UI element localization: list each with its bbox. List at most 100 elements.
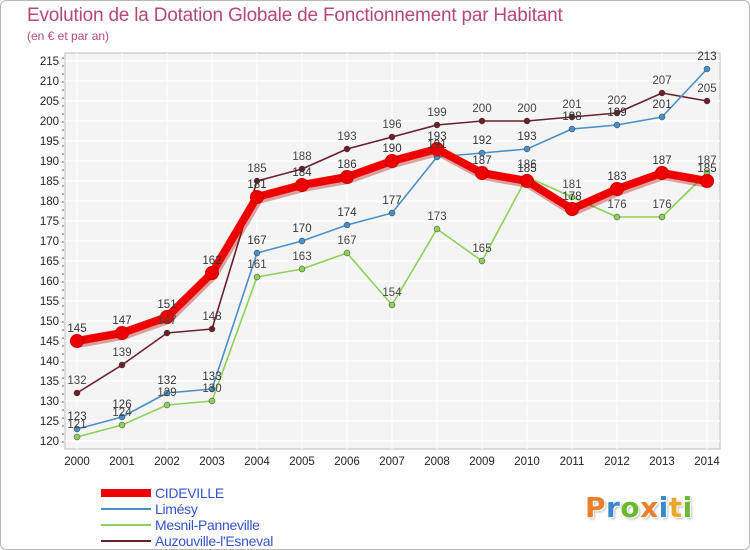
x-tick-label: 2005 xyxy=(289,456,315,468)
data-label-lim-sy: 199 xyxy=(607,107,626,119)
x-tick-label: 2003 xyxy=(199,456,225,468)
data-label-lim-sy: 201 xyxy=(652,99,671,111)
data-point-auzouville-l-esneval xyxy=(253,177,261,185)
proxiti-logo: Proxiti xyxy=(585,491,693,524)
y-tick-label: 130 xyxy=(40,396,59,408)
data-point-auzouville-l-esneval xyxy=(388,133,396,141)
data-label-mesnil-panneville: 167 xyxy=(337,235,356,247)
data-label-cideville: 190 xyxy=(382,143,401,155)
chart-subtitle: (en € et par an) xyxy=(27,29,110,43)
data-point-lim-sy xyxy=(298,237,306,245)
data-point-cideville xyxy=(160,310,174,324)
legend-label-auzouville-l-esneval: Auzouville-l'Esneval xyxy=(155,533,274,549)
data-label-auzouville-l-esneval: 132 xyxy=(67,375,86,387)
legend-swatch-auzouville-l-esneval xyxy=(101,540,151,542)
data-point-mesnil-panneville xyxy=(163,401,171,409)
data-label-mesnil-panneville: 129 xyxy=(157,387,176,399)
data-point-cideville xyxy=(385,154,399,168)
data-label-lim-sy: 192 xyxy=(472,135,491,147)
x-tick-label: 2008 xyxy=(424,456,450,468)
y-tick-label: 170 xyxy=(40,236,59,248)
data-label-mesnil-panneville: 187 xyxy=(697,155,716,167)
y-tick-label: 185 xyxy=(40,176,59,188)
data-label-mesnil-panneville: 165 xyxy=(472,243,491,255)
data-label-mesnil-panneville: 121 xyxy=(67,419,86,431)
logo-letter: i xyxy=(658,491,669,524)
data-label-auzouville-l-esneval: 185 xyxy=(247,163,266,175)
data-point-lim-sy xyxy=(523,145,531,153)
y-tick-label: 165 xyxy=(40,256,59,268)
data-point-cideville xyxy=(520,174,534,188)
data-point-lim-sy xyxy=(253,249,261,257)
y-tick-label: 195 xyxy=(40,136,59,148)
data-label-auzouville-l-esneval: 200 xyxy=(517,103,536,115)
data-label-mesnil-panneville: 154 xyxy=(382,287,402,299)
data-label-cideville: 151 xyxy=(157,299,176,311)
data-label-cideville: 193 xyxy=(427,131,446,143)
x-tick-label: 2007 xyxy=(379,456,405,468)
data-label-cideville: 187 xyxy=(472,155,491,167)
data-point-mesnil-panneville xyxy=(343,249,351,257)
y-tick-label: 210 xyxy=(40,76,59,88)
data-label-auzouville-l-esneval: 139 xyxy=(112,347,131,359)
data-point-lim-sy xyxy=(478,149,486,157)
data-label-mesnil-panneville: 176 xyxy=(607,199,626,211)
y-tick-label: 120 xyxy=(40,436,59,448)
data-label-auzouville-l-esneval: 202 xyxy=(607,95,626,107)
data-label-mesnil-panneville: 161 xyxy=(247,259,266,271)
data-point-lim-sy xyxy=(208,385,216,393)
data-label-auzouville-l-esneval: 147 xyxy=(157,315,176,327)
legend-label-mesnil-panneville: Mesnil-Panneville xyxy=(155,517,260,533)
x-tick-label: 2000 xyxy=(64,456,90,468)
data-point-cideville xyxy=(340,170,354,184)
data-label-cideville: 147 xyxy=(112,315,131,327)
data-point-mesnil-panneville xyxy=(388,301,396,309)
data-point-mesnil-panneville xyxy=(208,397,216,405)
logo-letter: x xyxy=(640,491,659,524)
data-point-lim-sy xyxy=(343,221,351,229)
data-point-lim-sy xyxy=(118,413,126,421)
data-point-cideville xyxy=(205,266,219,280)
data-point-cideville xyxy=(700,174,714,188)
data-label-lim-sy: 198 xyxy=(562,111,581,123)
data-point-cideville xyxy=(610,182,624,196)
y-tick-label: 205 xyxy=(40,96,59,108)
data-label-lim-sy: 213 xyxy=(697,51,716,63)
chart-title: Evolution de la Dotation Globale de Fonc… xyxy=(27,5,563,26)
data-point-auzouville-l-esneval xyxy=(208,325,216,333)
data-point-auzouville-l-esneval xyxy=(298,165,306,173)
logo-letter: o xyxy=(620,491,641,524)
data-point-mesnil-panneville xyxy=(118,421,126,429)
data-label-lim-sy: 133 xyxy=(202,371,221,383)
y-tick-label: 135 xyxy=(40,376,59,388)
logo-letter: r xyxy=(606,491,621,524)
data-label-cideville: 185 xyxy=(697,163,716,175)
data-point-auzouville-l-esneval xyxy=(163,329,171,337)
data-label-lim-sy: 167 xyxy=(247,235,266,247)
logo-letter: t xyxy=(668,491,683,524)
data-label-cideville: 178 xyxy=(562,191,581,203)
data-point-auzouville-l-esneval xyxy=(703,97,711,105)
data-label-cideville: 187 xyxy=(652,155,671,167)
data-point-auzouville-l-esneval xyxy=(343,145,351,153)
data-point-lim-sy xyxy=(658,113,666,121)
data-point-cideville xyxy=(295,178,309,192)
data-label-cideville: 186 xyxy=(337,159,356,171)
data-label-auzouville-l-esneval: 199 xyxy=(427,107,446,119)
data-point-mesnil-panneville xyxy=(73,433,81,441)
data-label-cideville: 184 xyxy=(292,167,312,179)
data-label-auzouville-l-esneval: 196 xyxy=(382,119,401,131)
data-point-cideville xyxy=(250,190,264,204)
data-label-auzouville-l-esneval: 201 xyxy=(562,99,581,111)
data-label-lim-sy: 126 xyxy=(112,399,131,411)
x-tick-label: 2002 xyxy=(154,456,180,468)
data-point-auzouville-l-esneval xyxy=(568,113,576,121)
data-point-cideville xyxy=(475,166,489,180)
data-point-mesnil-panneville xyxy=(568,193,576,201)
data-point-mesnil-panneville xyxy=(658,213,666,221)
data-point-cideville xyxy=(115,326,129,340)
data-point-cideville xyxy=(70,334,84,348)
y-tick-label: 160 xyxy=(40,276,59,288)
data-point-mesnil-panneville xyxy=(433,225,441,233)
